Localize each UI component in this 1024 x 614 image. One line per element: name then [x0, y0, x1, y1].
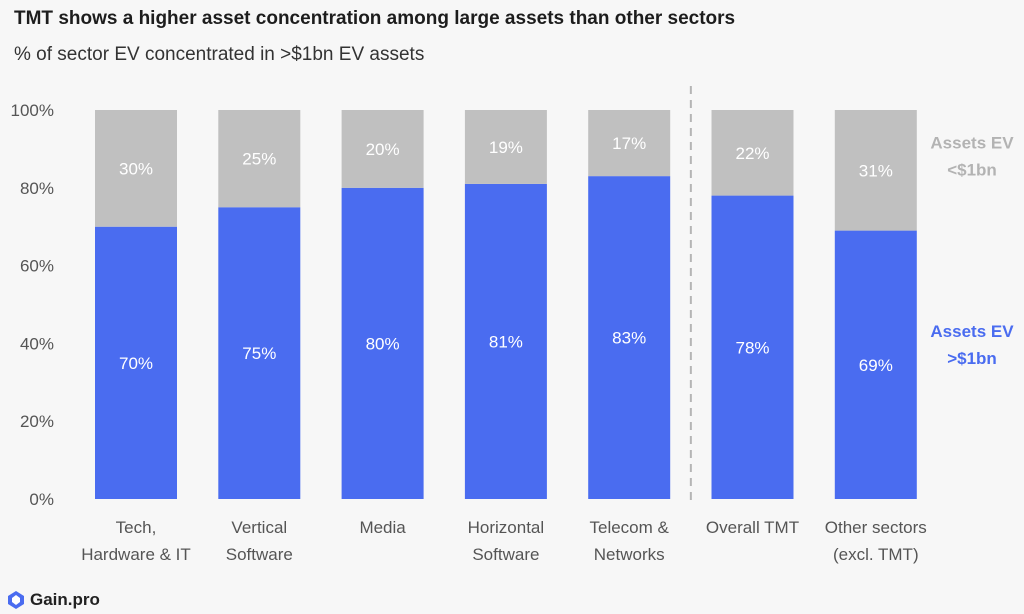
data-label-large: 81% [489, 332, 523, 351]
x-category-label: Software [226, 545, 293, 564]
data-label-small: 20% [366, 140, 400, 159]
data-label-large: 83% [612, 329, 646, 348]
brand-logo: Gain.pro [6, 590, 100, 610]
legend-label-small-assets: Assets EV [930, 133, 1014, 152]
data-label-small: 30% [119, 159, 153, 178]
x-category-label: Media [359, 518, 406, 537]
data-label-small: 19% [489, 138, 523, 157]
data-label-large: 75% [242, 344, 276, 363]
x-category-label: Overall TMT [706, 518, 799, 537]
bar-large-assets [464, 183, 547, 499]
data-label-large: 78% [735, 338, 769, 357]
bar-small-assets [218, 110, 301, 208]
x-category-label: Horizontal [468, 518, 545, 537]
bar-large-assets [341, 187, 424, 500]
y-tick-label: 80% [20, 179, 54, 198]
x-category-label: Networks [594, 545, 665, 564]
x-category-label: (excl. TMT) [833, 545, 919, 564]
y-tick-label: 0% [29, 490, 54, 509]
bar-small-assets [834, 110, 917, 231]
x-category-label: Vertical [231, 518, 287, 537]
chart-subtitle: % of sector EV concentrated in >$1bn EV … [14, 44, 425, 65]
y-tick-label: 60% [20, 257, 54, 276]
data-label-large: 80% [366, 334, 400, 353]
y-tick-label: 20% [20, 412, 54, 431]
y-tick-label: 100% [11, 101, 54, 120]
logo-text: Gain.pro [30, 590, 100, 609]
legend-label-large-assets: >$1bn [947, 349, 997, 368]
bar-small-assets [341, 110, 424, 188]
x-category-label: Software [472, 545, 539, 564]
data-label-large: 70% [119, 354, 153, 373]
data-label-small: 31% [859, 161, 893, 180]
x-category-label: Tech, [116, 518, 157, 537]
legend-label-large-assets: Assets EV [930, 322, 1014, 341]
legend-label-small-assets: <$1bn [947, 160, 997, 179]
bar-large-assets [711, 195, 794, 499]
chart-title: TMT shows a higher asset concentration a… [14, 8, 736, 29]
bar-large-assets [218, 207, 301, 499]
data-label-large: 69% [859, 356, 893, 375]
x-category-label: Other sectors [825, 518, 927, 537]
gain-logo-icon [8, 591, 24, 609]
x-category-label: Hardware & IT [81, 545, 191, 564]
bar-small-assets [95, 110, 177, 227]
bar-small-assets [588, 110, 671, 177]
y-tick-label: 40% [20, 334, 54, 353]
bar-small-assets [464, 110, 547, 184]
bar-small-assets [711, 110, 794, 196]
bar-large-assets [834, 230, 917, 499]
data-label-small: 22% [735, 144, 769, 163]
x-category-label: Telecom & [590, 518, 670, 537]
data-label-small: 25% [242, 150, 276, 169]
bar-large-assets [588, 176, 671, 499]
data-label-small: 17% [612, 134, 646, 153]
bar-large-assets [95, 226, 177, 499]
